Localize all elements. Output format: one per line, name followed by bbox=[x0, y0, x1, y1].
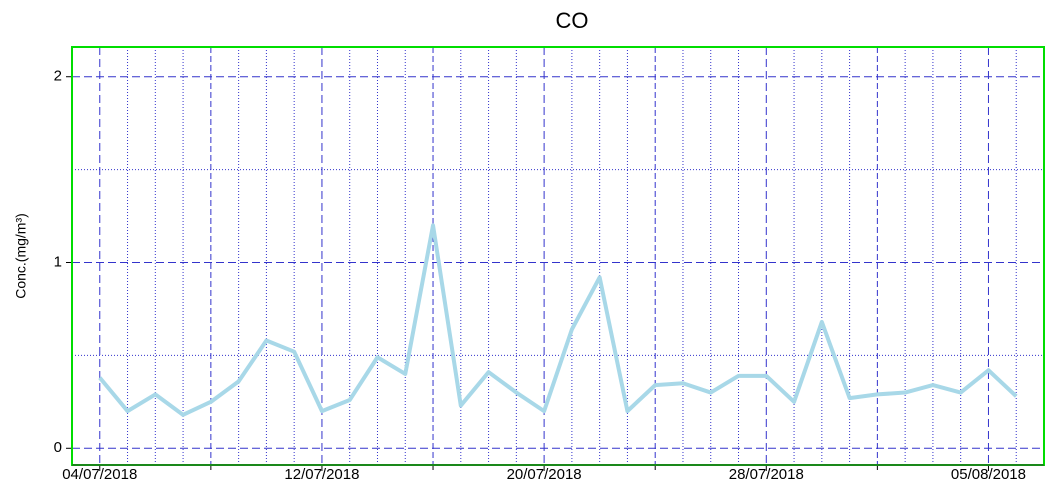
x-tick-label: 12/07/2018 bbox=[284, 466, 359, 483]
y-axis-label: Conc.(mg/m³) bbox=[13, 213, 29, 299]
y-tick-label: 1 bbox=[54, 253, 62, 270]
x-tick-label: 05/08/2018 bbox=[951, 466, 1026, 483]
x-tick-label: 28/07/2018 bbox=[729, 466, 804, 483]
plot-border bbox=[71, 46, 1045, 466]
y-tick-label: 0 bbox=[54, 439, 62, 456]
y-tick-label: 2 bbox=[54, 68, 62, 85]
data-line bbox=[98, 223, 1018, 417]
x-tick-label: 20/07/2018 bbox=[507, 466, 582, 483]
x-tick-label: 04/07/2018 bbox=[62, 466, 137, 483]
chart-title: CO bbox=[556, 8, 589, 33]
